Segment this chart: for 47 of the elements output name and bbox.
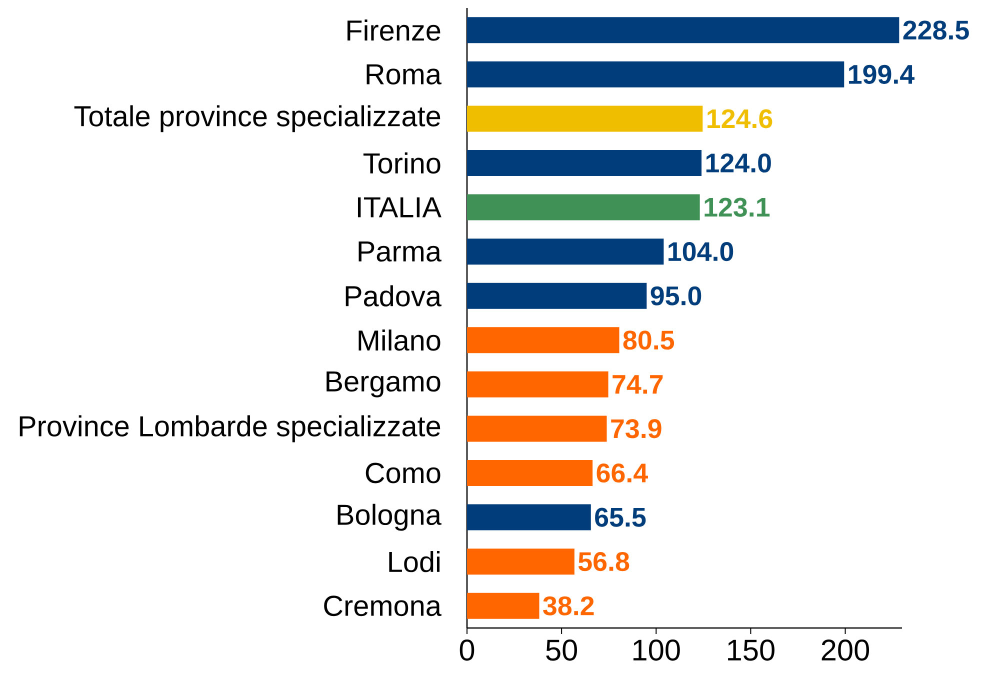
y-tick-label: Torino bbox=[363, 152, 440, 174]
data-label: 104.0 bbox=[668, 242, 734, 262]
bar bbox=[467, 548, 574, 575]
data-label: 80.5 bbox=[623, 330, 674, 350]
x-tick-label: 100 bbox=[633, 640, 680, 661]
data-label: 124.6 bbox=[708, 109, 772, 128]
x-tick-label: 200 bbox=[822, 640, 870, 661]
data-label: 123.1 bbox=[704, 198, 770, 217]
y-tick-label: Como bbox=[366, 462, 440, 484]
y-tick-label: Bergamo bbox=[326, 372, 440, 398]
x-tick-label: 150 bbox=[728, 640, 774, 661]
data-label: 66.4 bbox=[596, 463, 648, 483]
y-tick-label: Bologna bbox=[338, 504, 442, 531]
data-label: 124.0 bbox=[706, 153, 771, 173]
y-tick-label: ITALIA bbox=[358, 197, 442, 218]
bar bbox=[467, 194, 700, 220]
y-tick-label: Cremona bbox=[324, 596, 442, 616]
bar bbox=[467, 504, 591, 530]
bar bbox=[467, 460, 593, 486]
bar bbox=[467, 150, 702, 176]
y-tick-label: Province Lombarde specializzate bbox=[20, 415, 440, 442]
y-tick-label: Firenze bbox=[348, 20, 440, 41]
data-label: 95.0 bbox=[650, 286, 702, 306]
bar bbox=[467, 238, 664, 265]
data-label: 65.5 bbox=[595, 508, 646, 527]
y-tick-label: Lodi bbox=[389, 550, 440, 572]
y-tick-label: Roma bbox=[366, 64, 442, 85]
y-tick-label: Totale province specializzate bbox=[74, 105, 440, 132]
bar bbox=[467, 17, 900, 44]
bar bbox=[467, 327, 620, 354]
y-tick-label: Milano bbox=[358, 330, 440, 351]
x-tick-label: 50 bbox=[546, 640, 578, 661]
bar bbox=[467, 416, 607, 442]
data-label: 74.7 bbox=[612, 375, 663, 394]
x-tick-label: 0 bbox=[460, 640, 474, 661]
data-label: 38.2 bbox=[543, 596, 594, 616]
bar bbox=[467, 371, 608, 398]
data-label: 73.9 bbox=[611, 419, 662, 438]
y-tick-label: Padova bbox=[346, 285, 442, 306]
bar bbox=[467, 106, 703, 132]
bar bbox=[467, 61, 844, 88]
data-label: 199.4 bbox=[849, 64, 914, 84]
y-tick-label: Parma bbox=[358, 241, 442, 262]
bar bbox=[467, 282, 647, 309]
data-label: 56.8 bbox=[578, 552, 630, 572]
bar bbox=[467, 592, 540, 619]
data-label: 228.5 bbox=[903, 20, 969, 40]
